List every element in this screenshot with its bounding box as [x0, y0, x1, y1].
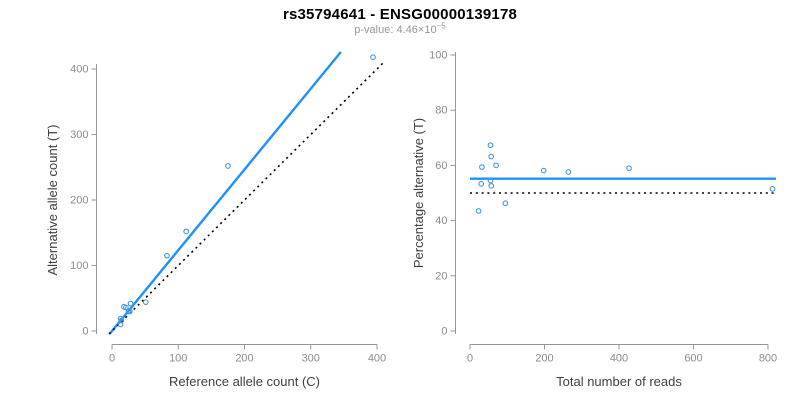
- y-tick-label: 80: [435, 105, 447, 117]
- data-point: [487, 177, 494, 184]
- x-tick-label: 0: [109, 353, 115, 365]
- x-tick-label: 100: [169, 353, 187, 365]
- y-tick-label: 40: [435, 215, 447, 227]
- ref-vs-alt-counts: [117, 54, 376, 328]
- data-point: [626, 165, 632, 172]
- y-tick-label: 100: [70, 260, 88, 272]
- data-point: [479, 164, 485, 170]
- data-point: [127, 308, 133, 315]
- data-point: [117, 321, 124, 328]
- data-point: [478, 181, 485, 187]
- x-tick-label: 400: [368, 353, 386, 365]
- x-tick-label: 200: [535, 353, 553, 365]
- y-tick-label: 200: [70, 195, 88, 207]
- y-tick-label: 300: [70, 129, 88, 141]
- left-scatter-plot: 0 100 200 300 400 0 100 200 300 400 Reference alle…: [45, 51, 386, 389]
- data-point: [142, 299, 149, 306]
- pvalue-exponent: −5: [436, 21, 446, 31]
- data-point: [488, 153, 495, 160]
- plot-subtitle: p-value: 4.46×10−5: [0, 21, 800, 36]
- identity-line: [108, 60, 386, 335]
- y-tick-label: 400: [70, 64, 88, 76]
- data-point: [370, 54, 376, 61]
- data-point: [117, 315, 124, 322]
- data-point: [127, 300, 134, 307]
- pvalue-multiplier: ×10: [417, 24, 437, 36]
- x-tick-label: 600: [684, 353, 702, 365]
- right-scatter-plot: 0 20 40 60 80 100 0 200 400 600 800 Total number of…: [411, 50, 777, 390]
- data-point: [225, 163, 231, 169]
- data-point: [488, 182, 495, 189]
- data-point: [769, 186, 776, 192]
- data-point: [493, 162, 499, 169]
- data-point: [540, 167, 547, 174]
- x-axis-title: Reference allele count (C): [169, 374, 320, 389]
- x-tick-label: 800: [759, 353, 777, 365]
- coverage-vs-percentage: [475, 142, 776, 214]
- data-point: [164, 252, 170, 259]
- x-tick-label: 200: [235, 353, 253, 365]
- y-tick-label: 0: [82, 326, 88, 338]
- x-axis-title: Total number of reads: [556, 374, 682, 389]
- plot-title: rs35794641 - ENSG00000139178: [282, 6, 518, 23]
- data-point: [183, 228, 190, 235]
- y-tick-label: 20: [435, 270, 447, 282]
- pvalue-mantissa: 4.46: [396, 24, 418, 36]
- data-point: [565, 169, 572, 175]
- y-tick-label: 100: [429, 50, 447, 62]
- x-tick-label: 0: [467, 353, 473, 365]
- x-tick-label: 400: [610, 353, 628, 365]
- data-point: [475, 208, 482, 214]
- fitted-proportion-line: [108, 51, 342, 335]
- y-tick-label: 60: [435, 160, 447, 172]
- y-axis-title: Alternative allele count (T): [45, 124, 60, 275]
- data-point: [487, 142, 494, 149]
- pvalue-label: p-value:: [354, 24, 397, 36]
- data-point: [123, 304, 129, 311]
- x-tick-label: 300: [302, 353, 320, 365]
- data-point: [502, 200, 509, 207]
- y-axis-title: Percentage alternative (T): [411, 118, 426, 268]
- y-tick-label: 0: [441, 326, 447, 338]
